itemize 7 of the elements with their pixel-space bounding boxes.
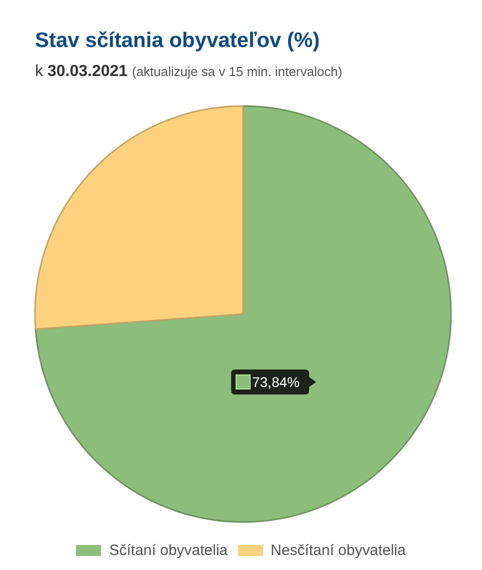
- data-label: 73,84%: [252, 374, 300, 390]
- pie-slice: [34, 105, 244, 330]
- legend-label: Nesčítaní obyvatelia: [270, 542, 406, 558]
- chart-title: Stav sčítania obyvateľov (%): [35, 29, 320, 52]
- pie-slice: [34, 105, 452, 523]
- legend-label: Sčítaní obyvatelia: [109, 542, 228, 558]
- chart-subtitle: k 30.03.2021 (aktualizuje sa v 15 min. intervaloch): [35, 63, 342, 80]
